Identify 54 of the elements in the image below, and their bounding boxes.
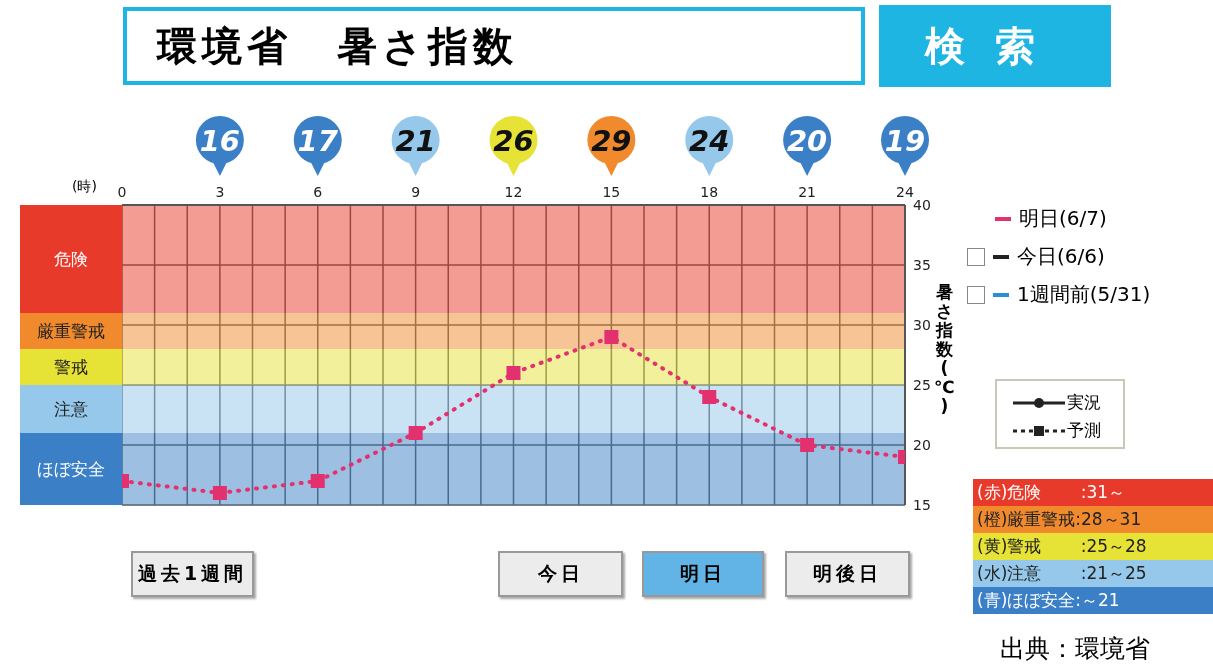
point xyxy=(408,426,423,440)
y-tick-label: 15 xyxy=(913,496,931,513)
band-label: 厳重警戒 xyxy=(20,313,122,349)
text: 実況 xyxy=(1066,391,1101,414)
text: (橙)厳重警戒:28～31 xyxy=(973,506,1213,533)
text: 明後日 xyxy=(785,551,910,597)
point xyxy=(506,366,521,380)
y-tick-label: 30 xyxy=(913,316,931,333)
point xyxy=(702,390,717,404)
text: 19 xyxy=(884,124,926,158)
x-tick-label: 12 xyxy=(504,184,523,200)
text: (黄)警戒 :25～28 xyxy=(973,533,1213,560)
y-tick-label: 25 xyxy=(913,376,931,393)
x-tick-label: 24 xyxy=(896,184,914,200)
text: 今日(6/6) xyxy=(1016,243,1105,270)
chart-title: 環境省 暑さ指数 xyxy=(123,7,865,85)
text: 29 xyxy=(591,124,632,158)
text: (青)ほぼ安全:～21 xyxy=(973,587,1213,614)
text: 21 xyxy=(395,124,436,158)
band-label: 注意 xyxy=(20,385,122,433)
x-tick-label: 15 xyxy=(602,184,621,200)
x-tick-label: 6 xyxy=(313,184,323,200)
point xyxy=(800,438,815,452)
x-tick-label: 0 xyxy=(117,184,127,200)
y-axis-title: 暑さ指数(℃) xyxy=(934,282,955,416)
x-tick-label: 9 xyxy=(411,184,421,200)
x-tick-label: 18 xyxy=(700,184,719,200)
text: 20 xyxy=(786,124,828,158)
legend-label: 明日(6/7) xyxy=(1018,205,1107,232)
y-tick-label: 20 xyxy=(913,436,931,453)
text: 過去1週間 xyxy=(131,551,254,597)
y-tick-label: 40 xyxy=(913,196,931,213)
text: 検索 xyxy=(879,5,1111,87)
source-note: 出典：環境省 xyxy=(1000,633,1150,665)
band-label: 危険 xyxy=(20,205,122,313)
point xyxy=(212,486,227,500)
text: 16 xyxy=(199,124,241,158)
text: 17 xyxy=(297,124,338,158)
text: 明日 xyxy=(642,551,764,597)
text: (赤)危険 :31～ xyxy=(973,479,1213,506)
band-label: ほぼ安全 xyxy=(20,433,122,505)
x-tick-label: 21 xyxy=(798,184,817,200)
point xyxy=(310,474,325,488)
text: 1週間前(5/31) xyxy=(1016,281,1151,308)
x-tick-label: 3 xyxy=(215,184,225,200)
y-tick-label: 35 xyxy=(913,256,931,273)
point xyxy=(604,330,619,344)
band-label: 警戒 xyxy=(20,349,122,385)
text: (水)注意 :21～25 xyxy=(973,560,1213,587)
text: 今日 xyxy=(498,551,623,597)
text: 予測 xyxy=(1066,419,1101,442)
text: 26 xyxy=(493,124,534,158)
text: 24 xyxy=(689,124,730,158)
x-axis-title: (時) xyxy=(72,178,97,196)
